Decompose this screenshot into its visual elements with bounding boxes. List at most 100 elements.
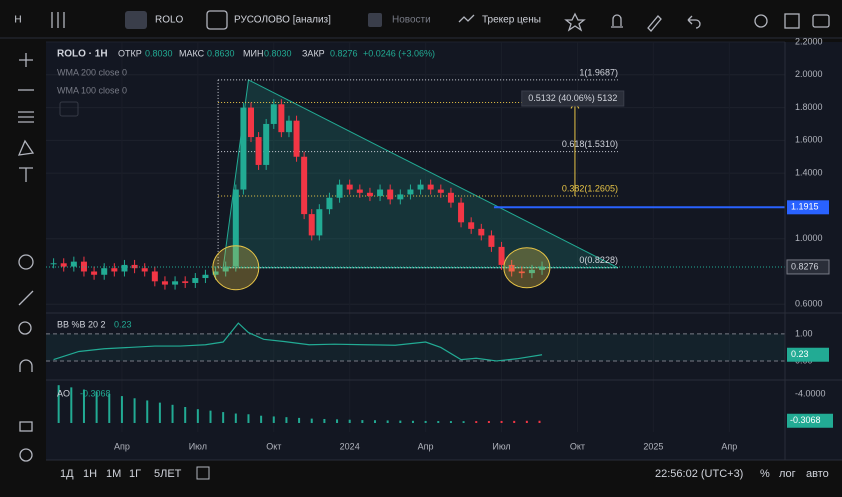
fib-tool[interactable] [18,111,34,123]
crosshair-tool[interactable] [19,53,33,67]
range-button[interactable]: 1Г [129,468,141,480]
candle [182,281,189,283]
candle [285,120,292,133]
pane-value: -0.3068 [80,388,111,398]
ao-bar [487,421,490,423]
zoom-tool[interactable] [18,321,32,335]
ao-bar [272,416,275,423]
candles-icon[interactable] [51,12,65,28]
fib-label: 0.618(1.5310) [562,139,618,149]
pattern-tool[interactable] [17,139,35,156]
candle [427,184,434,190]
candle [528,269,535,274]
legend: ROLO · 1H ОТКР 0.8030 МАКС 0.8630 МИН 0.… [57,48,435,117]
candle [377,189,384,197]
text-tool[interactable] [19,167,33,182]
bb-band [46,333,785,361]
alert-icon[interactable] [611,14,623,28]
y-tick-label: 1.4000 [795,168,823,178]
ruler-tool[interactable] [18,290,34,306]
candle [70,261,77,267]
ao-bar [323,418,326,423]
candle [131,264,138,269]
chart-area [46,42,842,460]
wma200-label: WMA 200 close 0 [57,67,127,77]
ao-bar [247,414,250,423]
last-price-label: 0.8276 [791,261,819,271]
settings-icon[interactable] [754,14,768,28]
bb-line [53,322,543,362]
collapse-button[interactable] [59,101,79,117]
y-tick-label: 1.6000 [795,135,823,145]
percent-label[interactable]: % [760,468,770,480]
y-tick-label: 0.6000 [795,299,823,309]
candle [270,104,277,124]
legend-low: 0.8030 [264,48,292,58]
candle [508,264,515,272]
x-tick-label: Окт [570,441,585,451]
undo-icon[interactable] [687,15,701,29]
ao-bar [361,420,364,423]
candle [255,137,262,165]
candle [60,263,67,267]
pane-title: AO [57,388,70,398]
ao-bar [196,409,199,423]
candle [263,123,270,165]
measure-box [521,90,625,107]
ao-bar [298,417,301,423]
price-tag [787,200,829,215]
candle [447,192,454,203]
range-button[interactable]: 1М [106,468,121,480]
fib-label: 1(1.9687) [579,67,618,77]
x-tick-label: 2024 [340,441,360,451]
fullscreen-icon[interactable] [784,13,800,29]
range-button[interactable]: 5ЛЕТ [154,468,182,480]
lock-tool[interactable] [19,421,33,432]
ao-bar [285,417,288,423]
candle [240,107,247,190]
legend-high: 0.8630 [207,48,235,58]
news-button[interactable]: Новости [392,15,431,26]
tracker-button[interactable]: Трекер цены [482,15,541,26]
x-tick-label: Апр [721,441,737,451]
symbol-button[interactable]: ROLO [155,15,184,26]
interval-button[interactable]: H [14,15,21,26]
ao-bar [525,420,528,423]
date-range-icon[interactable] [196,466,210,480]
emoji-tool[interactable] [18,254,34,270]
ao-bar [348,419,351,423]
draw-icon[interactable] [647,15,662,32]
watch-icon[interactable] [564,12,586,32]
ao-bar [336,419,339,423]
candle [161,281,168,285]
left-toolbar [17,53,35,462]
candle [518,271,525,274]
idea-button[interactable]: РУСОЛОВО [анализ] [234,15,331,26]
range-button[interactable]: 1Н [83,468,97,480]
snapshot-icon[interactable] [812,14,830,28]
magnet-tool[interactable] [19,359,33,372]
candle [293,120,300,157]
ao-bar [424,420,427,423]
ao-bar [260,415,263,423]
ao-bar [120,396,123,423]
candle [346,184,353,190]
fib-label: 0.382(1.2605) [562,183,618,193]
candle [151,271,158,282]
news-icon [368,13,382,27]
candle [301,156,308,215]
auto-label[interactable]: авто [806,468,829,480]
log-label[interactable]: лог [779,468,796,480]
legend-open-label: ОТКР [118,48,142,58]
ao-bar [513,420,516,423]
wma100-label: WMA 100 close 0 [57,85,127,95]
ao-bar [462,421,465,423]
tracker-icon [458,14,475,23]
eye-tool[interactable] [19,448,33,462]
ao-bar [399,420,402,423]
candle [539,266,546,270]
candle [437,189,444,193]
candle [326,197,333,210]
range-button[interactable]: 1Д [60,468,74,480]
